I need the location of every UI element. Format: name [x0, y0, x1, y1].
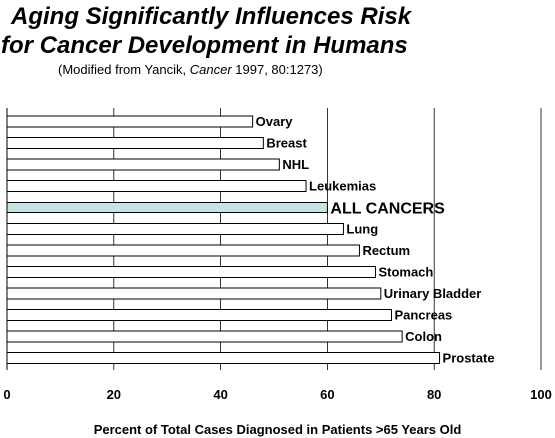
bar-label-ovary: Ovary — [256, 114, 294, 129]
x-axis-title: Percent of Total Cases Diagnosed in Pati… — [93, 422, 462, 437]
bar-label-prostate: Prostate — [443, 351, 495, 366]
bar-rectum — [6, 244, 360, 257]
bar-label-colon: Colon — [405, 329, 442, 344]
x-tick-label-60: 60 — [320, 387, 334, 402]
bar-ovary — [6, 115, 254, 128]
subtitle-journal: Cancer — [189, 62, 232, 77]
x-tick-label-0: 0 — [3, 387, 10, 402]
x-tick-label-20: 20 — [107, 387, 121, 402]
bar-label-urinary-bladder: Urinary Bladder — [384, 286, 482, 301]
bar-lung — [6, 223, 344, 235]
bar-breast — [6, 137, 264, 149]
bar-pancreas — [6, 309, 392, 321]
bar-colon — [6, 330, 403, 343]
bar-nhl — [6, 158, 280, 171]
bar-all-cancers — [6, 202, 328, 213]
x-tick-label-80: 80 — [427, 387, 441, 402]
x-tick-label-40: 40 — [213, 387, 227, 402]
bar-label-stomach: Stomach — [378, 265, 433, 280]
bar-label-lung: Lung — [346, 222, 378, 237]
bar-label-all-cancers: ALL CANCERS — [330, 201, 445, 218]
bar-label-pancreas: Pancreas — [394, 308, 452, 323]
chart-title: Aging Significantly Influences Risk for … — [0, 2, 555, 60]
bar-urinary-bladder — [6, 287, 382, 300]
subtitle-suffix: 1997, 80:1273) — [231, 62, 323, 77]
bar-label-leukemias: Leukemias — [309, 179, 376, 194]
bar-prostate — [6, 352, 441, 364]
subtitle-prefix: (Modified from Yancik, — [58, 62, 190, 77]
bar-stomach — [6, 266, 376, 278]
bar-label-rectum: Rectum — [362, 243, 410, 258]
chart-subtitle: (Modified from Yancik, Cancer 1997, 80:1… — [58, 62, 323, 77]
bar-label-breast: Breast — [266, 136, 307, 151]
chart-title-line-2: for Cancer Development in Humans — [1, 32, 408, 59]
chart-title-line-1: Aging Significantly Influences Risk — [11, 3, 412, 30]
bar-label-nhl: NHL — [282, 157, 309, 172]
x-tick-label-100: 100 — [530, 387, 552, 402]
bar-leukemias — [6, 180, 307, 192]
